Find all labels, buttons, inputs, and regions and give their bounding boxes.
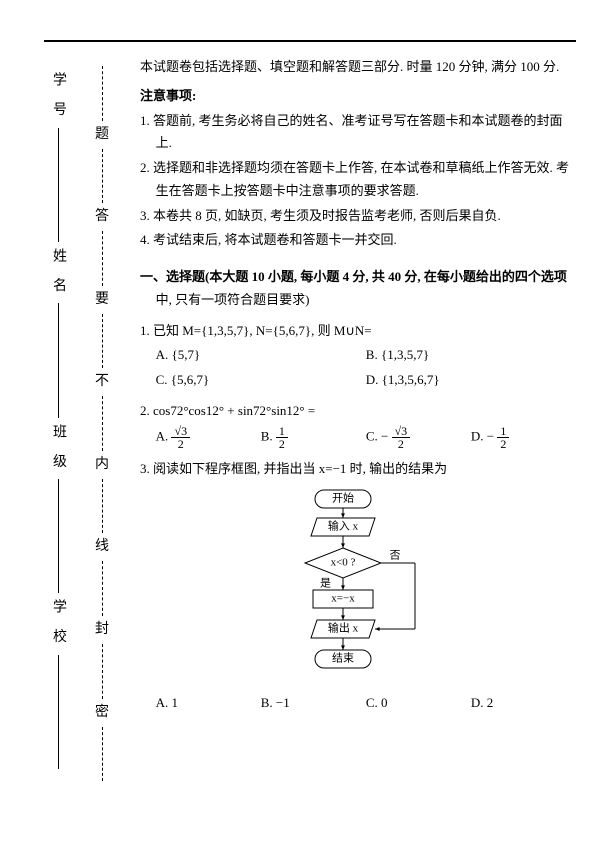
seal-char: 答 xyxy=(95,210,109,224)
frac-den: 2 xyxy=(276,438,288,450)
seal-dash xyxy=(102,66,103,121)
fraction: √3 2 xyxy=(392,425,411,450)
content-area: 本试题卷包括选择题、填空题和解答题三部分. 时量 120 分钟, 满分 100 … xyxy=(140,56,576,805)
seal-dash xyxy=(102,149,103,204)
seal-char: 不 xyxy=(95,375,109,389)
svg-text:是: 是 xyxy=(320,577,331,590)
fraction: 1 2 xyxy=(497,425,509,450)
notice-heading: 注意事项: xyxy=(140,85,576,108)
q2-choice-c: C. − √3 2 xyxy=(366,425,471,450)
q3-choice-a: A. 1 xyxy=(156,692,261,715)
q3-stem: 3. 阅读如下程序框图, 并指出当 x=−1 时, 输出的结果为 xyxy=(140,458,576,481)
seal-dash xyxy=(102,314,103,369)
choice-prefix: B. xyxy=(261,428,276,443)
choice-prefix: C. − xyxy=(366,428,392,443)
seal-char: 线 xyxy=(95,540,109,554)
section-heading: 一、选择题(本大题 10 小题, 每小题 4 分, 共 40 分, 在每小题给出… xyxy=(140,266,576,289)
svg-text:x<0 ?: x<0 ? xyxy=(331,557,356,569)
q3-choices-row: A. 1 B. −1 C. 0 D. 2 xyxy=(140,692,576,715)
q1-choices-row2: C. {5,6,7} D. {1,3,5,6,7} xyxy=(140,369,576,392)
section-subheading: 中, 只有一项符合题目要求) xyxy=(140,289,576,312)
seal-dash xyxy=(102,727,103,782)
seal-char: 题 xyxy=(95,128,109,142)
frac-den: 2 xyxy=(171,438,190,450)
notice-item: 2. 选择题和非选择题均须在答题卡上作答, 在本试卷和草稿纸上作答无效. 考生在… xyxy=(140,157,576,203)
frac-den: 2 xyxy=(497,438,509,450)
seal-char: 要 xyxy=(95,293,109,307)
q2-choice-b: B. 1 2 xyxy=(261,425,366,450)
q3-choice-c: C. 0 xyxy=(366,692,471,715)
frac-num: √3 xyxy=(171,425,190,438)
choice-prefix: D. − xyxy=(471,428,497,443)
svg-text:输出 x: 输出 x xyxy=(328,621,359,635)
q3-choice-d: D. 2 xyxy=(471,692,576,715)
q1-choice-b: B. {1,3,5,7} xyxy=(366,344,576,367)
frac-num: 1 xyxy=(497,425,509,438)
choice-prefix: A. xyxy=(156,428,172,443)
q1-choice-a: A. {5,7} xyxy=(156,344,366,367)
seal-char: 密 xyxy=(95,706,109,720)
q2-choices-row: A. √3 2 B. 1 2 C. − √3 2 xyxy=(140,425,576,450)
q2-choice-a: A. √3 2 xyxy=(156,425,261,450)
field-line xyxy=(58,128,59,242)
fraction: 1 2 xyxy=(276,425,288,450)
q3-flowchart: 开始输入 x x<0 ?是x=−x 输出 x 结束 否 xyxy=(140,486,576,686)
q2-choice-d: D. − 1 2 xyxy=(471,425,576,450)
outer-label-column: 学 号 姓 名 班 级 学 校 xyxy=(44,62,72,785)
svg-text:否: 否 xyxy=(390,550,401,562)
notice-item: 4. 考试结束后, 将本试题卷和答题卡一并交回. xyxy=(140,229,576,252)
field-class: 班 级 xyxy=(48,424,68,474)
seal-line-column: 题 答 要 不 内 线 封 密 xyxy=(84,62,120,785)
q2-stem: 2. cos72°cos12° + sin72°sin12° = xyxy=(140,400,576,423)
field-line xyxy=(58,655,59,769)
svg-text:开始: 开始 xyxy=(332,491,354,505)
q1-stem: 1. 已知 M={1,3,5,7}, N={5,6,7}, 则 M∪N= xyxy=(140,320,576,343)
q1-choice-c: C. {5,6,7} xyxy=(156,369,366,392)
binding-sidebar: 学 号 姓 名 班 级 学 校 题 答 要 不 内 线 封 密 xyxy=(44,62,124,785)
flowchart-svg: 开始输入 x x<0 ?是x=−x 输出 x 结束 否 xyxy=(263,486,453,686)
field-line xyxy=(58,303,59,417)
seal-char: 封 xyxy=(95,623,109,637)
seal-dash xyxy=(102,561,103,616)
q1-choices-row1: A. {5,7} B. {1,3,5,7} xyxy=(140,344,576,367)
q1-choice-d: D. {1,3,5,6,7} xyxy=(366,369,576,392)
svg-text:结束: 结束 xyxy=(332,652,354,665)
field-student-id: 学 号 xyxy=(48,72,68,122)
frac-num: 1 xyxy=(276,425,288,438)
exam-page: 学 号 姓 名 班 级 学 校 题 答 要 不 内 线 封 密 xyxy=(44,40,576,805)
seal-char: 内 xyxy=(95,458,109,472)
notice-item: 3. 本卷共 8 页, 如缺页, 考生须及时报告监考老师, 否则后果自负. xyxy=(140,205,576,228)
svg-text:输入 x: 输入 x xyxy=(328,519,359,533)
seal-dash xyxy=(102,479,103,534)
field-line xyxy=(58,479,59,593)
seal-dash xyxy=(102,644,103,699)
exam-intro: 本试题卷包括选择题、填空题和解答题三部分. 时量 120 分钟, 满分 100 … xyxy=(140,56,576,79)
seal-dash xyxy=(102,231,103,286)
frac-num: √3 xyxy=(392,425,411,438)
seal-dash xyxy=(102,396,103,451)
field-school: 学 校 xyxy=(48,599,68,649)
field-name: 姓 名 xyxy=(48,248,68,298)
fraction: √3 2 xyxy=(171,425,190,450)
svg-text:x=−x: x=−x xyxy=(331,593,355,605)
notice-item: 1. 答题前, 考生务必将自己的姓名、准考证号写在答题卡和本试题卷的封面上. xyxy=(140,110,576,156)
q3-choice-b: B. −1 xyxy=(261,692,366,715)
frac-den: 2 xyxy=(392,438,411,450)
